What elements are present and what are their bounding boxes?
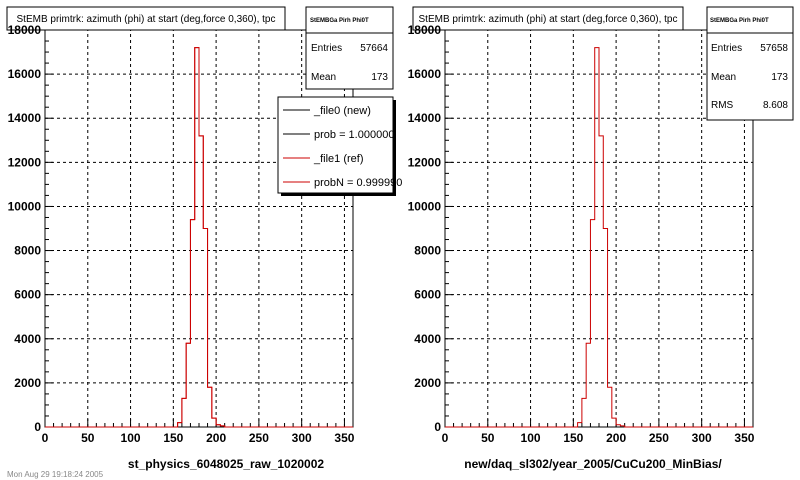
left-stats-box: StEMBGa Pirh Phi0T Entries 57664 Mean 17… [305,6,394,90]
left-title: StEMB primtrk: azimuth (phi) at start (d… [17,14,276,25]
x-tick-label: 100 [521,431,541,445]
right-series-line [445,47,753,428]
y-tick-label: 8000 [414,244,441,258]
y-tick-label: 8000 [14,244,41,258]
x-tick-label: 150 [563,431,583,445]
y-tick-label: 2000 [14,376,41,390]
x-tick-label: 0 [442,431,449,445]
right-stats-box: StEMBGa Pirh Phi0T Entries 57658 Mean 17… [706,6,794,121]
x-tick-label: 250 [649,431,669,445]
x-tick-label: 300 [692,431,712,445]
left-x-ticks: 0 50 100 150 200 250 300 350 [42,419,355,445]
x-tick-label: 50 [81,431,95,445]
y-tick-label: 0 [34,420,41,434]
y-tick-label: 10000 [8,199,42,213]
right-stats-rms-label: RMS [711,100,734,111]
x-tick-label: 200 [206,431,226,445]
left-stats-mean-label: Mean [311,72,336,83]
right-x-ticks: 0 50 100 150 200 250 300 350 [442,419,755,445]
legend-item-ref: _file1 (ref) [313,153,364,165]
y-tick-label: 16000 [408,67,442,81]
right-stats-rms: 8.608 [763,100,788,111]
x-tick-label: 350 [734,431,754,445]
right-stats-mean: 173 [771,72,788,83]
y-tick-label: 4000 [14,332,41,346]
right-pad: StEMB primtrk: azimuth (phi) at start (d… [408,6,794,471]
y-tick-label: 16000 [8,67,42,81]
right-stats-name: StEMBGa Pirh Phi0T [710,18,769,24]
y-tick-label: 4000 [414,332,441,346]
left-stats-entries: 57664 [360,43,388,54]
y-tick-label: 14000 [8,111,42,125]
legend-item-new: _file0 (new) [313,105,371,117]
x-tick-label: 200 [606,431,626,445]
y-tick-label: 12000 [8,155,42,169]
right-stats-mean-label: Mean [711,72,736,83]
left-pad: StEMB primtrk: azimuth (phi) at start (d… [6,6,402,479]
x-tick-label: 150 [163,431,183,445]
left-stats-name: StEMBGa Pirh Phi0T [310,18,369,24]
y-tick-label: 12000 [408,155,442,169]
x-tick-label: 300 [292,431,312,445]
footer-timestamp: Mon Aug 29 19:18:24 2005 [7,470,104,479]
left-stats-mean: 173 [371,72,388,83]
y-tick-label: 6000 [14,288,41,302]
y-tick-label: 6000 [414,288,441,302]
x-tick-label: 250 [249,431,269,445]
right-x-label: new/daq_sl302/year_2005/CuCu200_MinBias/ [464,457,722,471]
y-tick-label: 18000 [408,23,442,37]
x-tick-label: 0 [42,431,49,445]
y-tick-label: 18000 [8,23,42,37]
y-tick-label: 2000 [414,376,441,390]
x-tick-label: 350 [334,431,354,445]
left-stats-entries-label: Entries [311,43,342,54]
right-stats-entries-label: Entries [711,43,742,54]
left-x-label: st_physics_6048025_raw_1020002 [128,457,324,471]
legend-item-prob: prob = 1.000000 [314,129,394,141]
left-series-new-line [45,47,353,428]
y-tick-label: 0 [434,420,441,434]
x-tick-label: 100 [121,431,141,445]
right-stats-entries: 57658 [760,43,788,54]
right-title: StEMB primtrk: azimuth (phi) at start (d… [419,14,678,25]
left-grid [45,30,353,427]
left-legend: _file0 (new) prob = 1.000000 _file1 (ref… [277,96,402,196]
legend-item-probn: probN = 0.999990 [314,177,402,189]
y-tick-label: 10000 [408,199,442,213]
y-tick-label: 14000 [408,111,442,125]
right-grid [445,30,753,427]
left-y-ticks: 0 2000 4000 6000 8000 10000 12000 14000 16000 180… [8,23,53,434]
x-tick-label: 50 [481,431,495,445]
right-y-ticks: 0 2000 4000 6000 8000 10000 12000 14000 16000 180… [408,23,453,434]
